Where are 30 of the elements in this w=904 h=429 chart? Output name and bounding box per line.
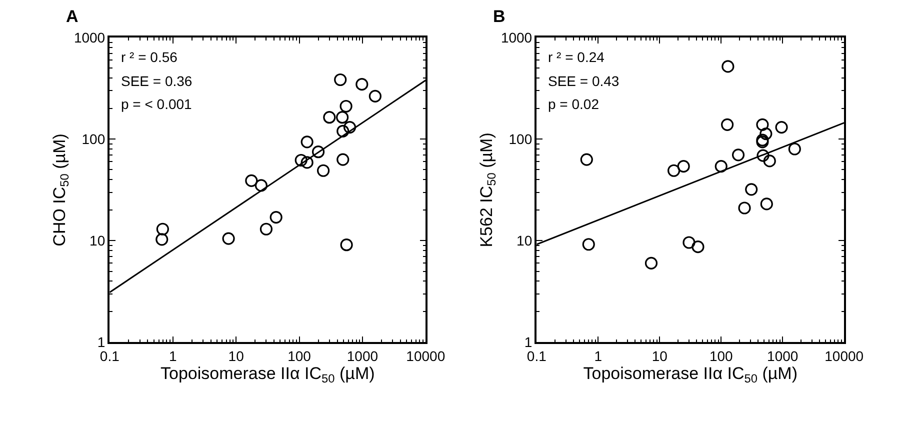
annotation: p = 0.02 [548, 96, 600, 112]
y-tick-label: 10 [516, 232, 532, 249]
chart-title: B [493, 7, 506, 26]
annotation: SEE = 0.36 [121, 73, 192, 89]
y-tick-label: 1000 [74, 30, 106, 46]
y-tick-label: 1 [524, 334, 532, 350]
y-tick-label: 100 [508, 131, 532, 148]
x-tick-label: 10000 [824, 348, 864, 364]
x-tick-label: 10000 [406, 348, 446, 364]
x-tick-label: 1 [168, 348, 177, 364]
chart-title: A [66, 7, 78, 26]
x-tick-label: 1000 [346, 348, 378, 364]
x-tick-label: 0.1 [526, 348, 547, 364]
x-tick-label: 0.1 [100, 348, 120, 364]
x-tick-label: 1 [594, 348, 602, 364]
x-tick-label: 10 [228, 348, 244, 364]
annotation: p = < 0.001 [121, 96, 192, 112]
x-axis-title: Topoisomerase IIα IC$_{50}$ (µM) [583, 364, 798, 386]
x-axis-title: Topoisomerase IIα IC$_{50}$ (µM) [160, 364, 375, 386]
y-tick-label: 1 [97, 334, 106, 350]
y-tick-label: 100 [82, 131, 106, 148]
x-tick-label: 100 [709, 348, 734, 364]
y-tick-label: 1000 [500, 30, 532, 46]
annotation: SEE = 0.43 [548, 73, 620, 89]
y-tick-label: 10 [90, 232, 106, 249]
x-tick-label: 1000 [767, 348, 798, 364]
annotation: r ² = 0.24 [548, 49, 605, 65]
x-tick-label: 100 [288, 348, 312, 364]
x-tick-label: 10 [652, 348, 668, 364]
annotation: r ² = 0.56 [121, 49, 178, 65]
